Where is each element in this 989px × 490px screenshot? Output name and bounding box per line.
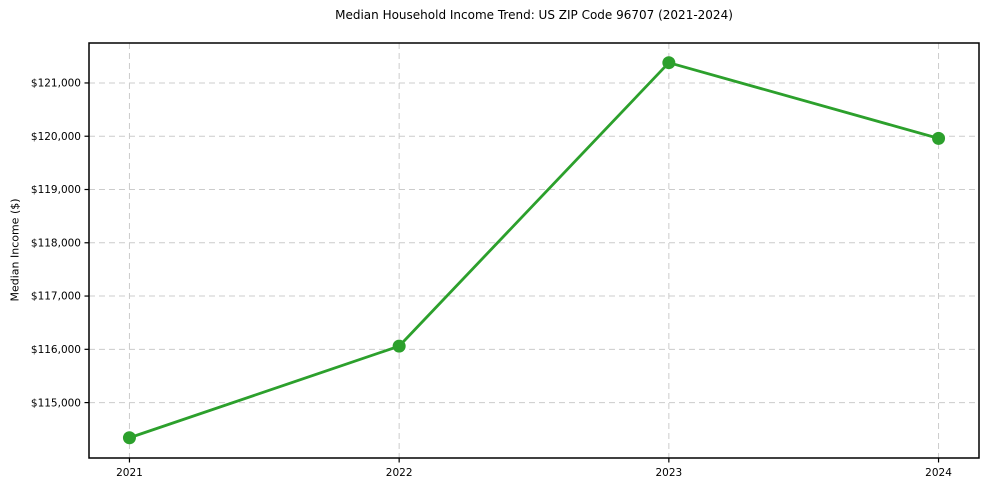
data-point-marker [122,431,136,445]
chart-title: Median Household Income Trend: US ZIP Co… [335,8,733,22]
y-tick-label: $115,000 [31,397,81,409]
x-tick-label: 2022 [386,467,413,479]
data-point-marker [392,339,406,353]
x-tick-label: 2024 [925,467,952,479]
data-point-marker [662,56,676,70]
plot-border [88,42,980,459]
x-tick-label: 2023 [655,467,682,479]
y-tick-label: $119,000 [31,184,81,196]
y-tick-label: $121,000 [31,78,81,90]
x-tick-label: 2021 [116,467,143,479]
data-point-marker [932,131,946,145]
data-line [128,61,940,440]
y-tick-label: $116,000 [31,344,81,356]
y-tick-label: $118,000 [31,237,81,249]
y-tick-label: $117,000 [31,291,81,303]
y-tick-label: $120,000 [31,131,81,143]
